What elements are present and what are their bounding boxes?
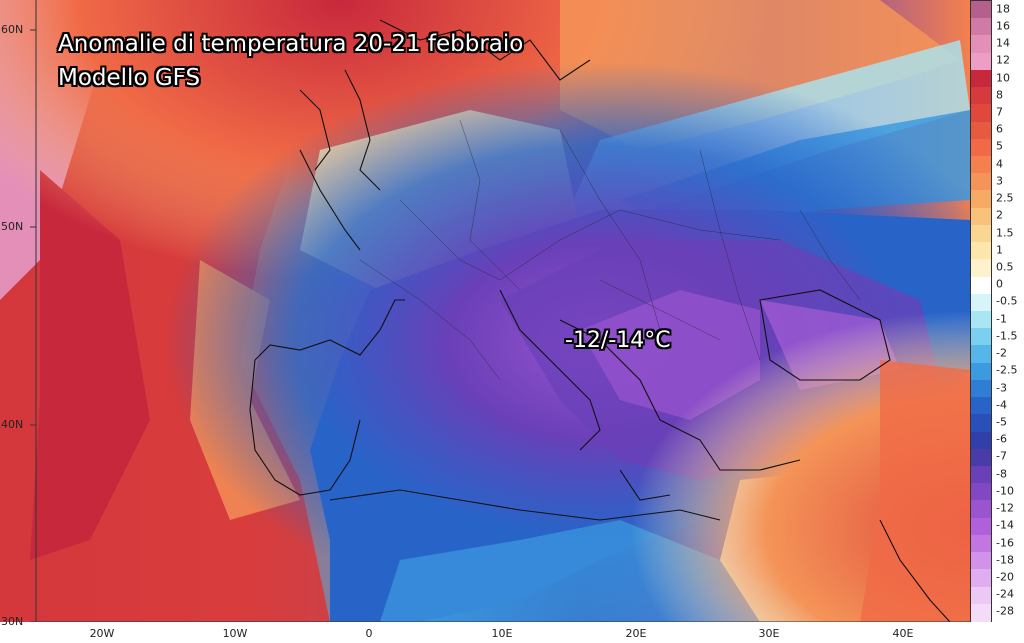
map-title: Anomalie di temperatura 20-21 febbraio — [58, 31, 524, 57]
colorbar-label: -7 — [996, 449, 1007, 463]
east-warm-anomaly — [0, 0, 970, 622]
colorbar-swatch — [971, 448, 991, 467]
colorbar-swatch — [971, 586, 991, 605]
colorbar-swatch — [971, 293, 991, 312]
colorbar-label: 14 — [996, 36, 1010, 50]
colorbar-label: 0.5 — [996, 260, 1014, 274]
colorbar-label: 16 — [996, 19, 1010, 33]
colorbar-swatch — [971, 87, 991, 106]
lon-label-40e: 40E — [892, 627, 914, 640]
colorbar-swatch — [971, 259, 991, 278]
colorbar-label: 12 — [996, 53, 1010, 67]
colorbar-swatch — [971, 156, 991, 174]
lat-label-50n: 50N — [1, 220, 24, 233]
colorbar-label: -28 — [996, 604, 1014, 618]
colorbar — [970, 0, 992, 622]
colorbar-swatch — [971, 534, 991, 553]
colorbar-swatch — [971, 121, 991, 140]
lon-label-10w: 10W — [222, 627, 248, 640]
colorbar-swatch — [971, 397, 991, 416]
colorbar-swatch — [971, 328, 991, 347]
colorbar-swatch — [971, 173, 991, 192]
colorbar-swatch — [971, 483, 991, 502]
colorbar-label: 4 — [996, 157, 1003, 171]
colorbar-swatch — [971, 224, 991, 243]
colorbar-label: 1.5 — [996, 226, 1014, 239]
lat-label-30n: 30N — [1, 615, 24, 628]
anomaly-annotation: -12/-14°C — [565, 328, 671, 353]
colorbar-swatch — [971, 379, 991, 398]
colorbar-label: -0.5 — [996, 294, 1018, 308]
colorbar-label: 1 — [996, 243, 1003, 257]
colorbar-swatch — [971, 500, 991, 519]
colorbar-label: -4 — [996, 398, 1007, 412]
colorbar-label: 8 — [996, 88, 1003, 102]
colorbar-label: 2 — [996, 208, 1003, 222]
colorbar-swatch — [971, 18, 991, 37]
colorbar-label: 0 — [996, 277, 1003, 291]
colorbar-label: -18 — [996, 553, 1014, 567]
colorbar-swatch — [971, 52, 991, 71]
colorbar-label: -12 — [996, 501, 1014, 515]
coastlines — [249, 19, 951, 622]
colorbar-swatch — [971, 104, 991, 123]
country-borders — [359, 119, 861, 381]
colorbar-label: -16 — [996, 536, 1014, 549]
colorbar-label: -14 — [996, 518, 1014, 532]
colorbar-swatch — [971, 552, 991, 571]
lon-label-0: 0 — [365, 627, 373, 640]
colorbar-label: -10 — [996, 484, 1014, 498]
colorbar-label: -3 — [996, 381, 1007, 394]
colorbar-swatch — [971, 569, 991, 588]
colorbar-swatch — [971, 517, 991, 536]
colorbar-label: 6 — [996, 122, 1003, 136]
colorbar-label: 7 — [996, 105, 1003, 119]
colorbar-swatch — [971, 466, 991, 484]
colorbar-label: -1 — [996, 312, 1007, 326]
colorbar-label: -5 — [996, 415, 1007, 429]
model-subtitle: Modello GFS — [58, 65, 201, 91]
colorbar-label: -6 — [996, 432, 1007, 446]
colorbar-swatch — [971, 345, 991, 364]
colorbar-label: 10 — [996, 71, 1010, 84]
colorbar-swatch — [971, 207, 991, 226]
temperature-anomaly-field — [0, 0, 970, 622]
colorbar-swatch — [971, 242, 991, 261]
colorbar-label: 5 — [996, 139, 1003, 153]
colorbar-swatch — [971, 1, 991, 19]
colorbar-label: 18 — [996, 2, 1010, 16]
colorbar-label: -1.5 — [996, 329, 1018, 343]
colorbar-swatch — [971, 276, 991, 295]
colorbar-label: -8 — [996, 467, 1007, 481]
lat-label-40n: 40N — [1, 418, 24, 431]
colorbar-label: 3 — [996, 174, 1003, 188]
colorbar-swatch — [971, 603, 991, 622]
colorbar-label: -20 — [996, 570, 1014, 584]
lon-label-10e: 10E — [491, 627, 513, 640]
colorbar-label: -2.5 — [996, 363, 1018, 377]
colorbar-swatch — [971, 69, 991, 88]
lon-label-30e: 30E — [758, 627, 780, 640]
axis-frame — [30, 0, 970, 622]
colorbar-label: -2 — [996, 346, 1007, 360]
colorbar-swatch — [971, 311, 991, 329]
colorbar-label: -24 — [996, 587, 1014, 601]
lon-label-20e: 20E — [625, 627, 647, 640]
colorbar-swatch — [971, 431, 991, 450]
colorbar-label: 2.5 — [996, 191, 1014, 205]
middle-east-warm — [860, 360, 970, 622]
lon-label-20w: 20W — [89, 627, 115, 640]
colorbar-swatch — [971, 362, 991, 381]
lat-label-60n: 60N — [1, 23, 24, 36]
colorbar-swatch — [971, 138, 991, 157]
colorbar-swatch — [971, 414, 991, 433]
colorbar-swatch — [971, 35, 991, 54]
colorbar-swatch — [971, 190, 991, 209]
